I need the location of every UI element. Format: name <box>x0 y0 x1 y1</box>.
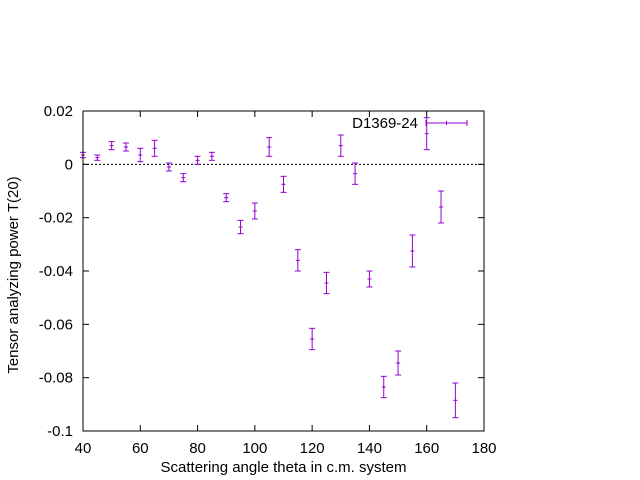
data-point <box>337 134 344 157</box>
x-tick-label: 40 <box>75 440 92 457</box>
x-tick-label: 120 <box>300 440 325 457</box>
data-point <box>180 173 187 183</box>
ticks-layer: 40 60 80 100 120 140 160 180 -0.1 -0.08 -0.06 -0.04… <box>39 103 497 457</box>
data-point <box>223 193 230 203</box>
data-point <box>251 202 258 220</box>
data-point <box>452 382 459 419</box>
y-tick-label: -0.02 <box>39 210 73 227</box>
x-tick-label: 140 <box>357 440 382 457</box>
data-layer <box>80 117 459 419</box>
data-point <box>266 137 273 157</box>
data-point <box>294 249 301 272</box>
x-axis-label: Scattering angle theta in c.m. system <box>161 459 407 476</box>
y-tick-label: 0 <box>65 156 73 173</box>
legend-label: D1369-24 <box>352 115 418 132</box>
data-point <box>280 175 287 193</box>
data-point <box>237 219 244 235</box>
y-tick-label: -0.06 <box>39 316 73 333</box>
data-point <box>309 327 316 351</box>
data-point <box>366 270 373 288</box>
x-tick-label: 60 <box>132 440 149 457</box>
data-point <box>151 139 158 157</box>
y-axis-label: Tensor analyzing power T(20) <box>5 176 22 373</box>
data-point <box>108 141 115 151</box>
y-tick-label: -0.1 <box>47 423 73 440</box>
x-tick-label: 160 <box>414 440 439 457</box>
data-point <box>352 162 359 185</box>
plot-frame <box>82 110 485 432</box>
legend: D1369-24 <box>352 115 468 132</box>
data-point <box>423 117 430 151</box>
x-tick-label: 80 <box>189 440 206 457</box>
data-point <box>194 155 201 165</box>
data-point <box>165 162 172 172</box>
data-point <box>323 271 330 295</box>
y-tick-label: -0.04 <box>39 263 73 280</box>
data-point <box>409 234 416 268</box>
data-point <box>438 190 445 224</box>
data-point <box>137 147 144 163</box>
y-tick-label: -0.08 <box>39 370 73 387</box>
data-point <box>94 154 101 161</box>
data-point <box>380 375 387 399</box>
y-tick-label: 0.02 <box>44 103 73 120</box>
x-tick-label: 100 <box>242 440 267 457</box>
data-point <box>208 151 215 161</box>
x-tick-label: 180 <box>471 440 496 457</box>
data-point <box>122 142 129 152</box>
data-point <box>395 350 402 376</box>
